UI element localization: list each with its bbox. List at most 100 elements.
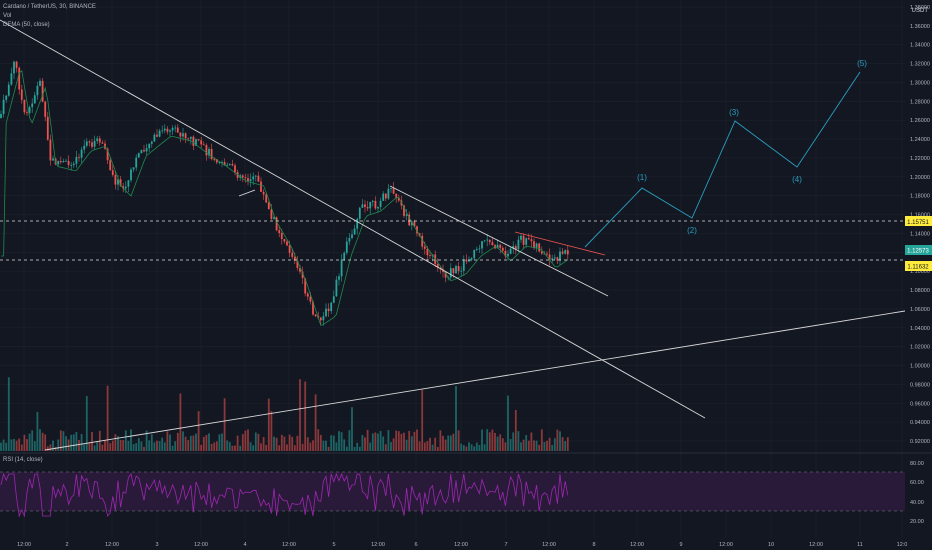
candle-body <box>140 150 143 154</box>
candle-body <box>270 209 273 219</box>
volume-bar <box>332 435 335 451</box>
ascending-trendline[interactable] <box>44 310 906 451</box>
volume-bar <box>265 444 268 451</box>
candle-body <box>319 317 322 321</box>
symbol-legend[interactable]: Cardano / TetherUS, 30, BINANCE <box>3 4 96 10</box>
volume-bar <box>351 407 353 451</box>
volume-bar <box>114 434 117 451</box>
time-tick-label: 12:00 <box>194 542 208 548</box>
descending-trendline[interactable] <box>0 19 706 419</box>
candle-body <box>286 241 288 246</box>
candle-body <box>548 254 551 260</box>
rsi-line <box>0 472 569 518</box>
candle-body <box>546 253 548 255</box>
candle-body <box>517 239 520 250</box>
volume-bar <box>481 429 483 451</box>
volume-bar <box>156 440 158 451</box>
rsi-legend[interactable]: RSI (14, close) <box>3 457 43 463</box>
volume-bar <box>117 436 119 451</box>
volume-bar <box>36 411 39 451</box>
candle-body <box>540 251 543 254</box>
volume-bar <box>197 411 200 451</box>
volume-bar <box>202 436 205 451</box>
volume-bar <box>468 442 470 451</box>
volume-bar <box>452 433 455 451</box>
volume-bar <box>364 437 366 451</box>
candle-body <box>499 244 502 248</box>
volume-bar <box>447 435 450 451</box>
candle-body <box>75 156 78 164</box>
candle-body <box>507 253 509 257</box>
upper-price-badge: 1.15751 <box>905 216 932 226</box>
candle-body <box>36 85 39 96</box>
volume-bar <box>278 445 281 451</box>
volume-bar <box>530 432 533 451</box>
volume-bar <box>319 434 322 451</box>
volume-legend[interactable]: Vol <box>3 13 12 19</box>
volume-bar <box>540 429 543 451</box>
candle-body <box>444 271 447 278</box>
volume-bar <box>525 435 528 451</box>
volume-bar <box>444 439 447 451</box>
wedge-upper-line[interactable] <box>514 231 606 256</box>
candle-body <box>78 156 80 158</box>
volume-bar <box>283 436 286 451</box>
volume-bar <box>535 440 538 451</box>
candle-body <box>379 200 382 207</box>
time-axis[interactable]: 12:00 2 12:00 3 12:00 4 12:00 5 12:00 6 12:00 7 12:0… <box>17 542 907 548</box>
volume-bar <box>384 444 387 451</box>
volume-bar <box>566 437 569 451</box>
candle-body <box>254 175 257 177</box>
dema-legend[interactable]: DEMA (50, close) <box>3 22 50 28</box>
volume-bar <box>512 432 515 451</box>
volume-bar <box>234 445 236 451</box>
volume-bar <box>26 439 28 451</box>
price-tick-label: 0.92000 <box>910 439 930 445</box>
candle-body <box>348 238 351 242</box>
price-tick-label: 1.14000 <box>910 231 930 237</box>
volume-bar <box>387 430 390 451</box>
candle-body <box>106 148 109 161</box>
price-tick-label: 1.04000 <box>910 326 930 332</box>
candle-body <box>10 73 13 85</box>
candle-body <box>332 296 335 303</box>
volume-bar <box>325 440 327 451</box>
candle-body <box>483 240 486 242</box>
candle-body <box>70 165 73 166</box>
volume-bar <box>213 442 216 451</box>
volume-bar <box>288 434 291 451</box>
candle-body <box>244 177 247 179</box>
volume-bar <box>548 437 551 451</box>
volume-bar <box>369 442 372 451</box>
volume-bar <box>473 446 476 451</box>
candle-body <box>426 248 429 256</box>
volume-bar <box>104 440 106 451</box>
candle-body <box>122 186 125 189</box>
volume-bar <box>221 433 223 451</box>
volume-bar <box>429 437 431 451</box>
channel-lower-line[interactable] <box>389 185 609 297</box>
wave-label-5: (5) <box>857 59 867 68</box>
price-tick-label: 1.34000 <box>910 43 930 49</box>
volume-bar <box>28 433 31 451</box>
volume-bar <box>80 434 83 451</box>
price-tick-label: 1.02000 <box>910 345 930 351</box>
volume-bar <box>91 432 93 451</box>
elliott-wave-projection[interactable] <box>584 71 861 248</box>
candle-body <box>187 138 190 140</box>
candle-body <box>247 178 249 181</box>
volume-bar <box>174 441 177 451</box>
volume-bar <box>392 438 395 451</box>
candle-body <box>195 139 197 146</box>
candle-body <box>538 243 541 252</box>
volume-bar <box>158 441 161 451</box>
time-tick-label: 12:0 <box>897 542 908 548</box>
volume-bar <box>41 432 44 451</box>
small-trendline[interactable] <box>238 189 256 197</box>
price-tick-label: 1.38000 <box>910 5 930 11</box>
candle-body <box>340 259 343 277</box>
volume-bar <box>470 444 473 451</box>
volume-bar <box>361 434 364 451</box>
